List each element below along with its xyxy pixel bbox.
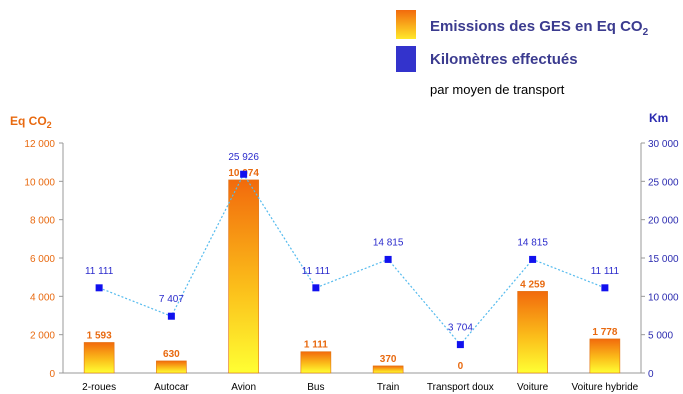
bar-series [83,179,621,374]
km-value-label: 14 815 [373,237,404,248]
bar-4 [300,351,332,374]
km-point-8 [601,284,609,292]
bar-1 [83,342,115,374]
km-point-7 [529,255,537,263]
bar-value-label: 4 259 [520,279,545,290]
x-category-label: Bus [307,382,324,393]
km-value-label: 7 407 [159,294,184,305]
y-left-tick-label: 8 000 [30,216,55,227]
x-category-labels: 2-roues Autocar Avion Bus Train Transport dou… [82,382,638,393]
x-category-label: 2-roues [82,382,116,393]
bar-value-label: 1 778 [592,327,617,338]
km-value-label: 11 111 [85,266,114,277]
y-right-ticks: 0 5 000 10 000 15 000 20 000 25 000 30 000 [641,139,679,380]
bar-3 [228,179,259,374]
y-left-axis-title-subscript: 2 [47,120,52,130]
bar-value-label: 370 [380,354,397,365]
y-right-tick-label: 25 000 [648,177,679,188]
km-value-label: 11 111 [591,266,620,277]
y-right-tick-label: 5 000 [648,331,673,342]
y-left-tick-label: 12 000 [24,139,55,150]
km-value-label: 14 815 [517,237,548,248]
legend-label-emissions: Emissions des GES en Eq CO2 [430,18,649,38]
bar-7 [517,291,548,374]
legend-swatch-km [396,46,416,72]
km-point-4 [312,284,320,292]
x-category-label: Voiture [517,382,549,393]
y-left-tick-label: 6 000 [30,254,55,265]
km-line [98,173,606,346]
y-left-ticks: 0 2 000 4 000 6 000 8 000 10 000 12 000 [24,139,63,380]
km-point-2 [167,312,175,320]
x-category-label: Train [377,382,399,393]
x-category-label: Transport doux [427,382,494,393]
km-value-label: 3 704 [448,323,473,334]
bar-value-label: 0 [458,361,464,372]
bar-value-label: 1 593 [87,330,112,341]
y-right-axis-title: Km [649,111,668,125]
y-right-tick-label: 30 000 [648,139,679,150]
km-point-5 [384,255,392,263]
bar-8 [589,338,621,374]
y-right-tick-label: 20 000 [648,216,679,227]
legend: Emissions des GES en Eq CO2 Kilomètres e… [396,10,649,97]
bar-value-label: 630 [163,349,180,360]
y-left-tick-label: 10 000 [24,177,55,188]
km-value-labels: 11 111 7 407 25 926 11 111 14 815 3 704 14 815… [85,152,620,333]
y-right-tick-label: 10 000 [648,292,679,303]
km-value-label: 11 111 [302,266,331,277]
legend-label-emissions-subscript: 2 [643,27,649,38]
x-category-label: Voiture hybride [572,382,639,393]
y-left-tick-label: 2 000 [30,331,55,342]
km-point-3 [240,170,248,178]
legend-label-km: Kilomètres effectués [430,51,578,68]
x-category-label: Avion [231,382,256,393]
bar-value-label: 1 111 [304,340,328,351]
km-value-label: 25 926 [228,152,259,163]
km-point-1 [95,284,103,292]
km-point-6 [456,341,464,349]
legend-swatch-emissions [396,10,416,39]
y-right-tick-label: 0 [648,369,654,380]
bar-2 [156,360,187,374]
y-right-tick-label: 15 000 [648,254,679,265]
x-category-label: Autocar [154,382,189,393]
y-left-tick-label: 4 000 [30,292,55,303]
km-line-series [95,170,609,349]
y-left-tick-label: 0 [49,369,55,380]
bar-5 [372,365,404,374]
y-left-axis-title: Eq CO2 [10,114,52,130]
legend-subtitle: par moyen de transport [430,82,565,97]
